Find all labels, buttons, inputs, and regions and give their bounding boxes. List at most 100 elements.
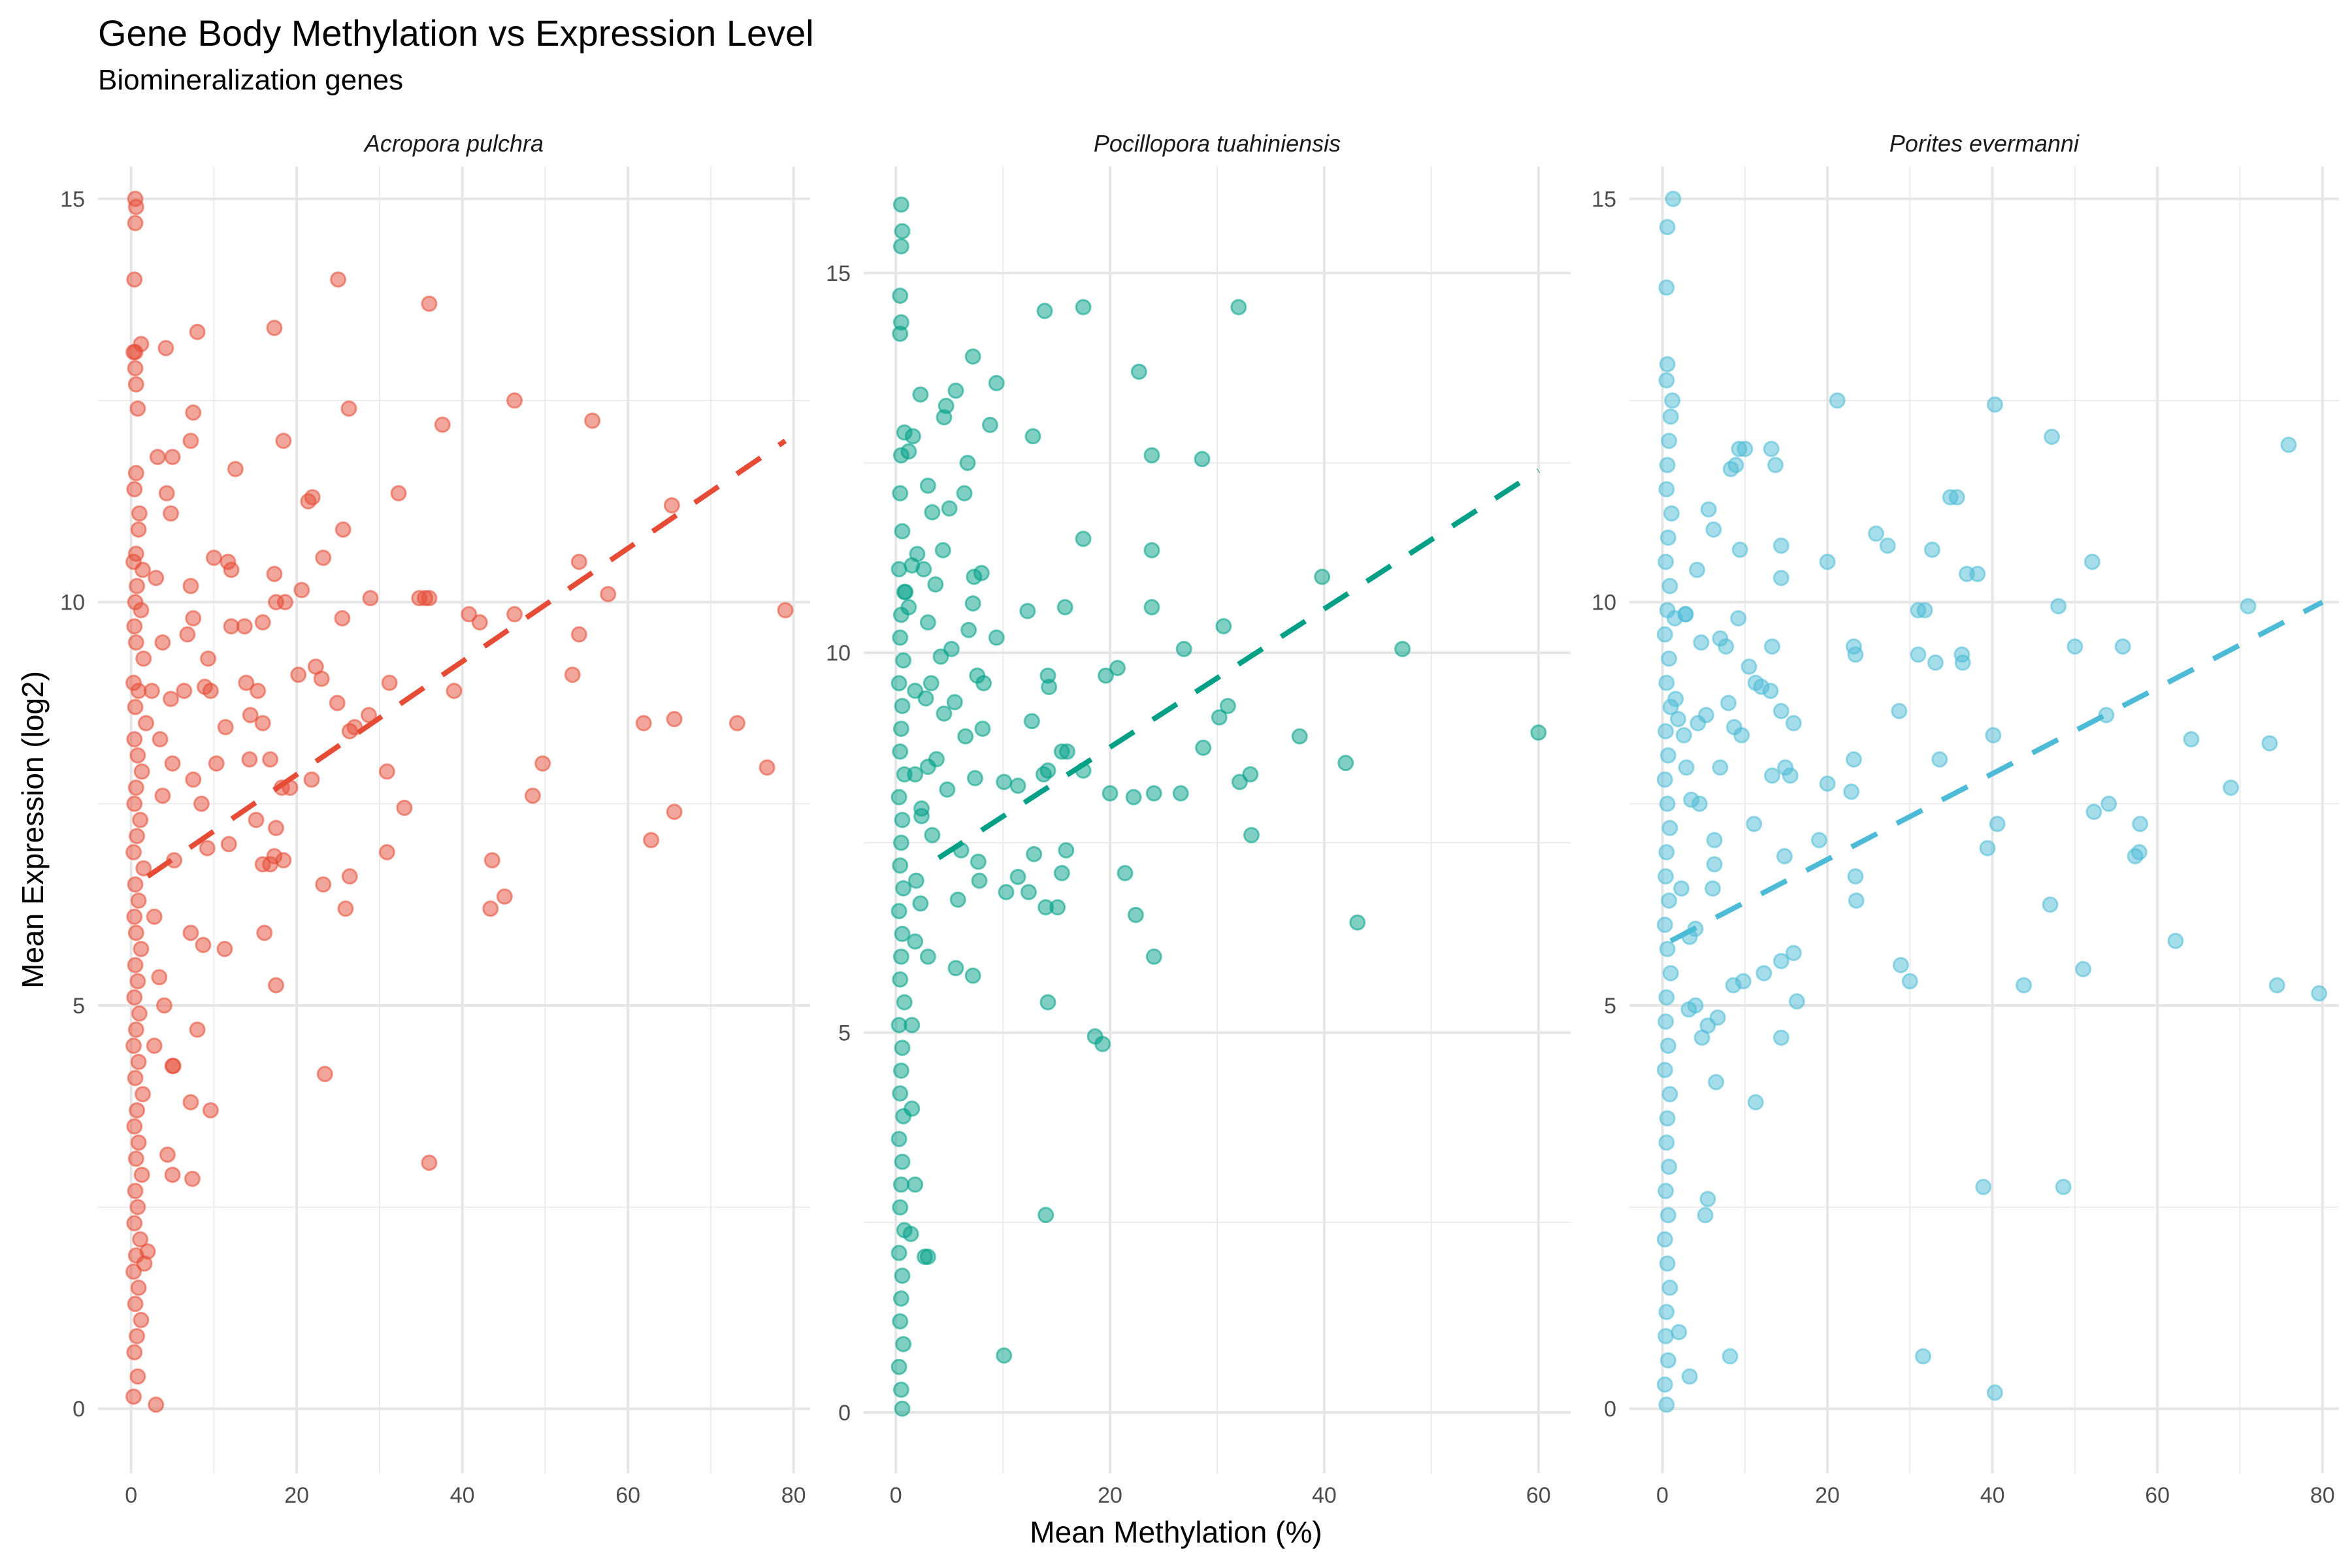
data-point	[1689, 561, 1706, 578]
data-point	[904, 557, 921, 574]
trend-line	[1669, 600, 2324, 943]
data-point	[1659, 1110, 1676, 1127]
data-point	[127, 199, 144, 216]
data-point	[907, 1176, 924, 1193]
data-point	[988, 374, 1005, 391]
data-point	[894, 1267, 911, 1284]
data-point	[1337, 755, 1354, 772]
data-point	[1019, 602, 1036, 619]
data-point	[1659, 529, 1676, 546]
data-point	[923, 675, 939, 692]
data-point	[1145, 948, 1162, 965]
data-point	[1661, 819, 1678, 836]
data-point	[892, 857, 909, 874]
data-point	[1848, 892, 1865, 909]
data-point	[1847, 868, 1864, 885]
data-point	[1024, 428, 1041, 445]
data-point	[193, 795, 210, 812]
data-point	[1658, 481, 1675, 498]
data-point	[892, 287, 909, 304]
data-point	[996, 774, 1013, 791]
data-point	[136, 1255, 153, 1272]
data-point	[1733, 727, 1750, 743]
data-point	[1175, 640, 1192, 657]
data-point	[1659, 1352, 1676, 1369]
x-tick-label: 20	[1815, 1483, 1840, 1508]
data-point	[892, 1176, 909, 1193]
data-point	[129, 1328, 146, 1345]
data-point	[964, 967, 981, 984]
data-point	[133, 763, 150, 780]
data-point	[127, 779, 144, 796]
data-point	[127, 698, 144, 715]
data-point	[1145, 785, 1162, 802]
data-point	[329, 694, 346, 711]
data-point	[146, 1037, 163, 1054]
data-point	[390, 485, 407, 502]
data-point	[904, 1017, 921, 1034]
data-point	[973, 564, 990, 581]
data-point	[1039, 762, 1056, 779]
data-point	[315, 549, 332, 566]
data-point	[938, 397, 955, 414]
data-point	[182, 1094, 199, 1111]
data-point	[130, 1053, 147, 1070]
data-point	[1697, 1207, 1714, 1224]
data-point	[185, 610, 202, 627]
data-point	[917, 690, 934, 707]
data-point	[2240, 598, 2257, 615]
data-point	[666, 804, 683, 821]
x-tick-label: 40	[1980, 1483, 2005, 1508]
data-point	[1681, 1368, 1698, 1385]
data-point	[1394, 640, 1411, 657]
data-point	[896, 424, 913, 441]
data-point	[1785, 945, 1802, 962]
data-point	[421, 295, 438, 312]
facet-panel-1: Acropora pulchra 0 20 40 60 80 0 5 10 15	[60, 130, 810, 1508]
data-point	[1845, 751, 1862, 768]
data-point	[130, 521, 147, 538]
data-point	[912, 386, 929, 403]
data-point	[890, 1358, 907, 1375]
data-point	[759, 759, 776, 776]
data-point	[1931, 751, 1948, 768]
data-point	[941, 500, 958, 517]
data-point	[1242, 766, 1259, 783]
data-point	[396, 799, 413, 816]
data-point	[1530, 724, 1547, 741]
data-point	[126, 481, 143, 498]
data-point	[148, 1396, 165, 1413]
data-point	[133, 1166, 150, 1183]
data-point	[892, 629, 909, 646]
data-point	[892, 720, 909, 737]
data-point	[1725, 977, 1742, 994]
data-point	[262, 751, 279, 768]
data-point	[143, 682, 160, 699]
data-point	[1706, 856, 1723, 873]
data-point	[152, 731, 169, 748]
data-point	[1942, 489, 1959, 506]
data-point	[936, 705, 953, 722]
data-point	[890, 903, 907, 920]
data-point	[1763, 638, 1780, 655]
data-point	[1706, 832, 1723, 849]
data-point	[1658, 279, 1675, 296]
data-point	[1659, 747, 1676, 764]
data-point	[133, 1311, 150, 1328]
data-point	[1658, 868, 1674, 885]
x-tick-label: 20	[1098, 1483, 1122, 1508]
data-point	[1125, 789, 1142, 806]
data-point	[1049, 899, 1066, 916]
data-point	[446, 682, 463, 699]
data-point	[126, 989, 143, 1006]
data-point	[125, 1037, 142, 1054]
data-point	[1143, 542, 1160, 559]
data-point	[564, 666, 581, 683]
data-point	[1009, 868, 1026, 885]
data-point	[378, 763, 395, 780]
data-point	[1194, 451, 1211, 468]
chart-title: Gene Body Methylation vs Expression Leve…	[98, 12, 814, 54]
y-tick-label: 10	[1592, 591, 1616, 615]
data-point	[904, 1100, 921, 1117]
data-point	[127, 360, 144, 377]
